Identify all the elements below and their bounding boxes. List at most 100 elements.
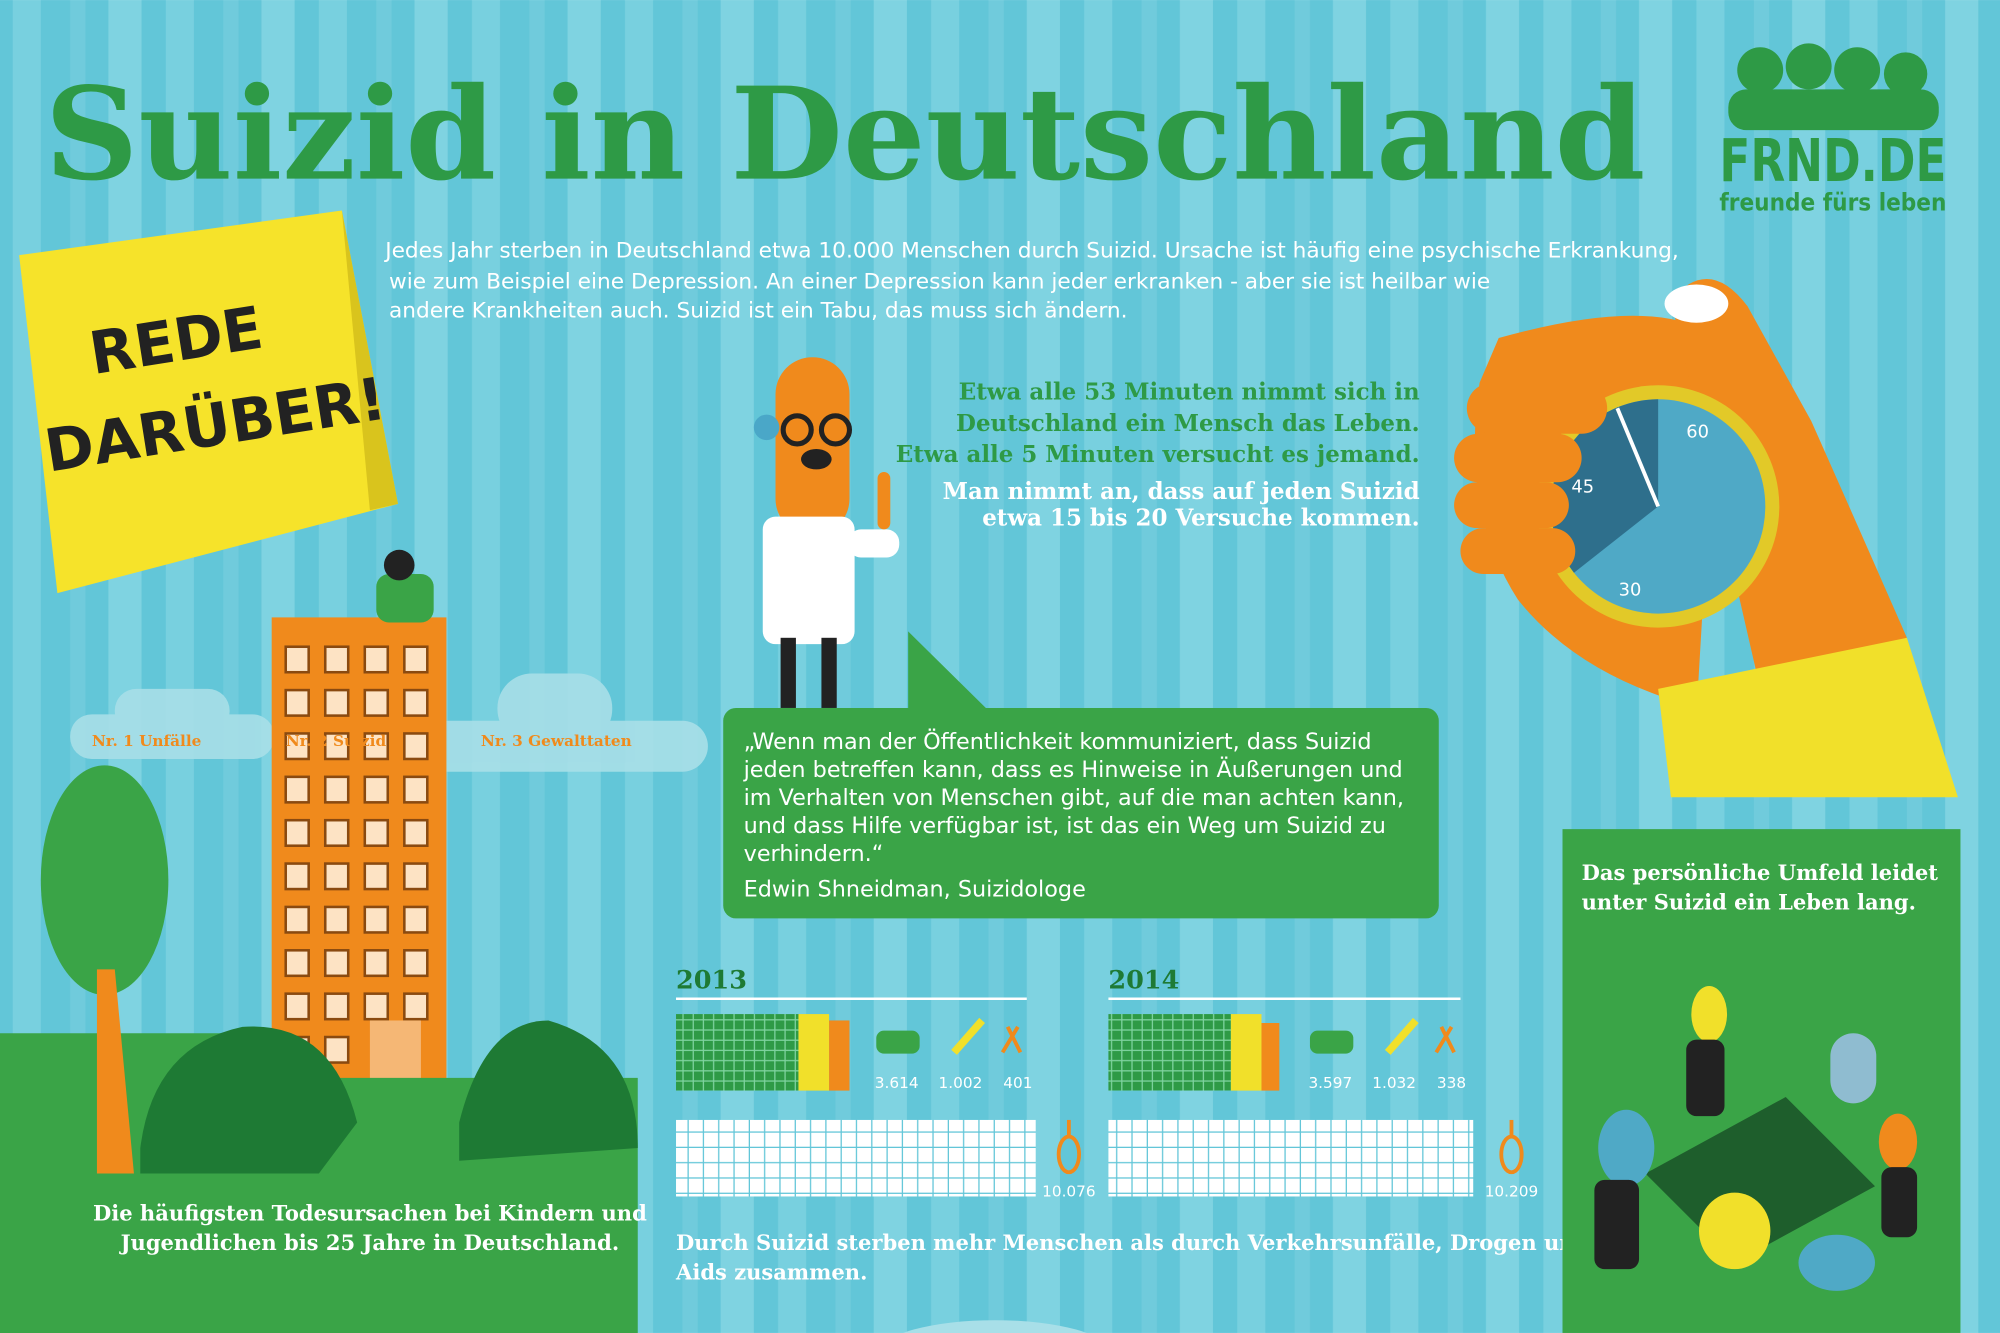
stat-line: Deutschland ein Mensch das Leben.	[956, 410, 1420, 437]
comparison-2014: 2014 3.597 1.032 338 10.209	[1108, 966, 1539, 1200]
family-line: unter Suizid ein Leben lang.	[1582, 889, 1916, 914]
window	[403, 688, 429, 717]
window	[284, 732, 310, 761]
dial-label: 30	[1619, 580, 1642, 601]
title: Suizid in Deutschland	[45, 60, 1646, 210]
drug-cells	[798, 1014, 830, 1091]
suicide-cells	[676, 1119, 1036, 1197]
window	[403, 905, 429, 934]
window	[363, 775, 390, 804]
stopwatch-hand	[1615, 407, 1660, 508]
intro-line: wie zum Beispiel eine Depression. An ein…	[389, 269, 1490, 294]
window	[363, 818, 390, 847]
year: 2013	[676, 966, 747, 996]
drugs-number: 1.002	[939, 1074, 983, 1092]
clouds	[70, 673, 708, 772]
traffic-number: 3.614	[875, 1074, 919, 1092]
window	[284, 688, 310, 717]
doctor	[753, 357, 900, 708]
quote-box	[723, 707, 1439, 919]
person-on-roof	[376, 574, 434, 623]
suicide-number: 10.209	[1485, 1182, 1539, 1200]
window	[323, 862, 350, 891]
intro-line: andere Krankheiten auch. Suizid ist ein …	[389, 299, 1128, 324]
speech-pointer	[908, 631, 993, 715]
window	[323, 775, 350, 804]
logo-tagline: freunde fürs leben	[1719, 189, 1946, 217]
quote-line: jeden betreffen kann, dass es Hinweise i…	[743, 755, 1403, 783]
causes-caption: Die häufigsten Todesursachen bei Kindern…	[93, 1201, 647, 1226]
cause-label: Nr. 1 Unfälle	[92, 732, 202, 750]
note-fold	[341, 210, 398, 511]
causes-caption: Jugendlichen bis 25 Jahre in Deutschland…	[119, 1230, 620, 1255]
window	[363, 688, 390, 717]
window	[284, 775, 310, 804]
stat-line: Etwa alle 5 Minuten versucht es jemand.	[896, 441, 1420, 468]
traffic-number: 3.597	[1308, 1074, 1352, 1092]
window	[363, 949, 390, 978]
window	[323, 818, 350, 847]
stat-line: Man nimmt an, dass auf jeden Suizid	[943, 478, 1420, 505]
window	[323, 732, 350, 761]
cloud	[902, 1320, 1087, 1333]
window	[363, 992, 390, 1021]
window	[363, 862, 390, 891]
traffic-cells	[1108, 1014, 1231, 1091]
cause-label: Nr. 2 Suizid	[286, 732, 387, 750]
quote-author: Edwin Shneidman, Suizidologe	[744, 877, 1086, 903]
funeral-scene	[1594, 986, 1918, 1291]
window	[403, 862, 429, 891]
quote-line: „Wenn man der Öffentlichkeit kommunizier…	[744, 727, 1372, 755]
syringe-icons	[951, 1017, 1419, 1055]
aids-cells	[829, 1020, 850, 1091]
comparison-caption: Durch Suizid sterben mehr Menschen als d…	[676, 1230, 1590, 1255]
dial-label: 60	[1686, 422, 1709, 443]
drug-cells	[1230, 1014, 1262, 1091]
crashed-car	[140, 1026, 358, 1174]
window	[323, 688, 350, 717]
window	[363, 905, 390, 934]
window	[284, 645, 310, 674]
window	[323, 645, 350, 674]
window	[323, 1035, 350, 1064]
window	[403, 645, 429, 674]
year: 2014	[1108, 966, 1179, 996]
window	[403, 732, 429, 761]
aids-number: 338	[1437, 1074, 1466, 1092]
window	[284, 818, 310, 847]
window	[284, 992, 310, 1021]
suicide-number: 10.076	[1042, 1182, 1096, 1200]
window	[403, 992, 429, 1021]
window	[403, 818, 429, 847]
window	[323, 992, 350, 1021]
cause-label: Nr. 3 Gewalttaten	[481, 732, 632, 750]
suicide-cells	[1108, 1119, 1474, 1197]
aids-cells	[1261, 1023, 1280, 1091]
window	[284, 905, 310, 934]
traffic-cells	[676, 1014, 799, 1091]
dial-label: 45	[1571, 476, 1594, 497]
window	[403, 775, 429, 804]
stat-line: etwa 15 bis 20 Versuche kommen.	[982, 505, 1419, 532]
quote-line: verhindern.“	[744, 841, 884, 867]
window	[363, 732, 390, 761]
car-icons	[876, 1030, 1354, 1054]
logo-name: FRND.DE	[1719, 127, 1946, 195]
aids-number: 401	[1003, 1074, 1032, 1092]
family-line: Das persönliche Umfeld leidet	[1582, 860, 1939, 885]
window	[403, 949, 429, 978]
window	[323, 905, 350, 934]
sticky-note	[19, 210, 398, 594]
comparison-icons	[1000, 1025, 1524, 1175]
tree	[40, 765, 169, 995]
fight-scene	[459, 1020, 638, 1161]
comparison-2013: 2013 3.614 1.002 401 10.076	[676, 966, 1096, 1201]
window	[323, 949, 350, 978]
window	[284, 862, 310, 891]
tower-windows	[284, 645, 429, 1064]
stat-line: Etwa alle 53 Minuten nimmt sich in	[959, 378, 1420, 405]
thumbnail	[1664, 284, 1729, 323]
window	[284, 949, 310, 978]
